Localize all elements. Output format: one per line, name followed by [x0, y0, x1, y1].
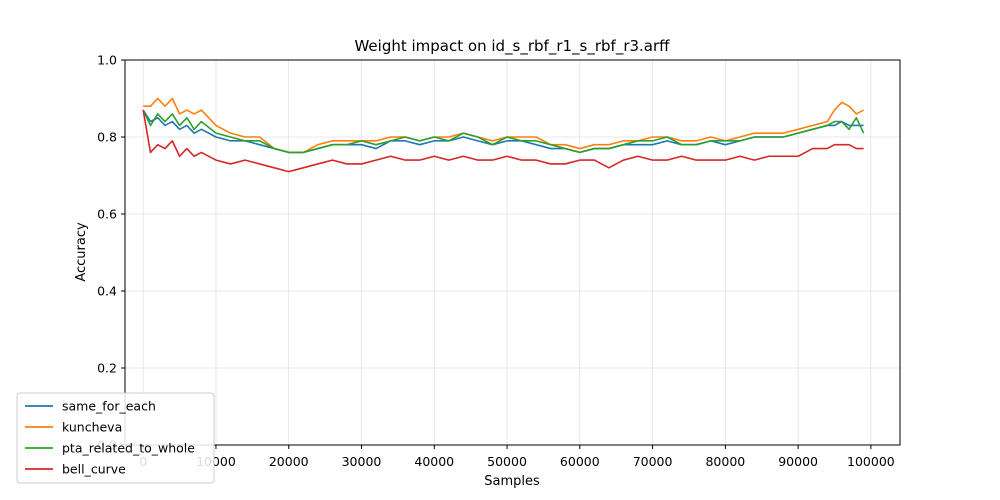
series-line-pta-related-to-whole: [142, 109, 865, 154]
series-line-kuncheva: [143, 97, 864, 154]
legend-label: kuncheva: [62, 420, 122, 435]
x-tick-label: 60000: [560, 454, 600, 469]
y-tick-label: 0.4: [97, 284, 117, 299]
x-tick-label: 80000: [705, 454, 745, 469]
x-tick-label: 100000: [847, 454, 895, 469]
x-tick-label: 20000: [269, 454, 309, 469]
y-tick-label: 0.2: [97, 361, 117, 376]
legend-label: same_for_each: [62, 399, 156, 414]
legend: same_for_each kuncheva pta_related_to_whol…: [16, 392, 215, 484]
legend-box: [16, 392, 215, 484]
y-tick-label: 0.8: [97, 130, 117, 145]
plot-frame: [124, 59, 901, 446]
legend-label: bell_curve: [62, 462, 126, 477]
series-line-bell-curve: [142, 109, 864, 173]
x-axis-label: Samples: [484, 474, 540, 489]
x-tick-label: 40000: [414, 454, 454, 469]
x-tick-label: 90000: [778, 454, 818, 469]
x-tick-label: 70000: [633, 454, 673, 469]
legend-label: pta_related_to_whole: [62, 441, 195, 456]
y-axis-label: Accuracy: [74, 222, 89, 282]
chart-title: Weight impact on id_s_rbf_r1_s_rbf_r3.ar…: [354, 37, 670, 56]
x-tick-label: 50000: [487, 454, 527, 469]
y-tick-label: 1.0: [97, 53, 117, 68]
x-tick-label: 30000: [342, 454, 382, 469]
series-lines: [142, 97, 865, 173]
y-tick-label: 0.6: [97, 207, 117, 222]
